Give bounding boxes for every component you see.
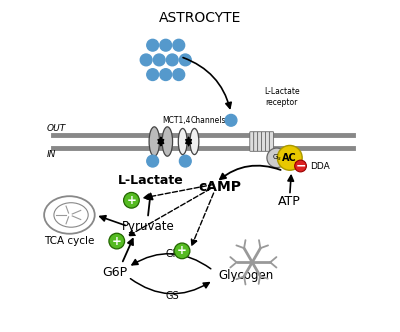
Ellipse shape bbox=[190, 128, 199, 155]
Text: +: + bbox=[177, 244, 187, 257]
Circle shape bbox=[295, 160, 306, 172]
Text: cAMP: cAMP bbox=[198, 180, 241, 194]
Text: +: + bbox=[126, 194, 136, 207]
Ellipse shape bbox=[44, 196, 95, 234]
Text: MCT1,4: MCT1,4 bbox=[162, 116, 191, 125]
Circle shape bbox=[180, 54, 191, 66]
Text: ASTROCYTE: ASTROCYTE bbox=[159, 11, 241, 25]
Ellipse shape bbox=[149, 127, 160, 156]
Text: OUT: OUT bbox=[46, 124, 66, 133]
Text: G$_s$: G$_s$ bbox=[272, 153, 282, 163]
Circle shape bbox=[147, 155, 158, 167]
Text: Pyruvate: Pyruvate bbox=[121, 220, 174, 233]
Circle shape bbox=[153, 54, 165, 66]
FancyBboxPatch shape bbox=[269, 132, 274, 151]
Circle shape bbox=[109, 233, 124, 249]
Circle shape bbox=[173, 69, 185, 80]
Circle shape bbox=[147, 69, 158, 80]
Circle shape bbox=[124, 193, 139, 208]
Ellipse shape bbox=[162, 127, 172, 156]
Circle shape bbox=[180, 155, 191, 167]
Circle shape bbox=[140, 54, 152, 66]
FancyBboxPatch shape bbox=[258, 132, 262, 151]
FancyBboxPatch shape bbox=[254, 132, 258, 151]
Circle shape bbox=[174, 243, 190, 259]
Text: GS: GS bbox=[166, 291, 179, 301]
Text: DDA: DDA bbox=[310, 161, 330, 171]
Circle shape bbox=[166, 54, 178, 66]
Circle shape bbox=[267, 148, 286, 168]
Ellipse shape bbox=[54, 203, 88, 227]
Circle shape bbox=[173, 39, 185, 51]
Circle shape bbox=[160, 39, 172, 51]
Text: AC: AC bbox=[282, 153, 297, 163]
Circle shape bbox=[160, 69, 172, 80]
FancyBboxPatch shape bbox=[250, 132, 254, 151]
FancyBboxPatch shape bbox=[266, 132, 270, 151]
Text: −: − bbox=[295, 159, 306, 172]
Text: TCA cycle: TCA cycle bbox=[44, 236, 95, 246]
Text: IN: IN bbox=[46, 150, 56, 159]
Text: Channels: Channels bbox=[190, 116, 226, 125]
Circle shape bbox=[225, 115, 237, 126]
Circle shape bbox=[277, 145, 302, 170]
Circle shape bbox=[147, 39, 158, 51]
Text: L-Lactate: L-Lactate bbox=[118, 174, 184, 187]
Text: Glycogen: Glycogen bbox=[218, 269, 273, 282]
Text: GP: GP bbox=[166, 249, 179, 259]
Ellipse shape bbox=[178, 128, 187, 155]
Text: ATP: ATP bbox=[278, 196, 301, 208]
Text: +: + bbox=[112, 235, 122, 248]
Text: L-Lactate
receptor: L-Lactate receptor bbox=[264, 87, 300, 107]
FancyBboxPatch shape bbox=[262, 132, 266, 151]
Text: G6P: G6P bbox=[102, 266, 128, 279]
